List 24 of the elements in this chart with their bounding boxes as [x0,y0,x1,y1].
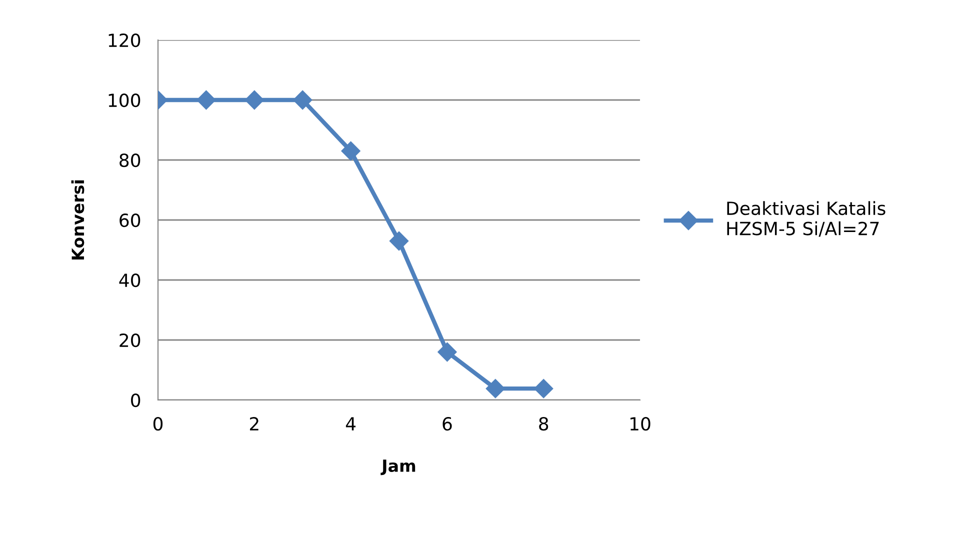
x-tick-label: 6 [442,416,452,431]
y-axis-title: Konversi [71,180,84,260]
x-tick-label: 0 [153,416,163,431]
x-tick-label: 2 [250,416,258,430]
point [438,342,457,362]
x-axis-title: Jam [380,460,416,476]
point [196,90,216,110]
y-tick-label: 60 [120,213,140,228]
y-tick-label: 40 [119,273,140,288]
point [244,90,264,110]
point [534,379,554,398]
point [341,141,360,161]
point [486,379,505,398]
y-tick-label: 80 [120,153,140,168]
legend-label: Deaktivasi Katalis HZSM-5 Si/Al=27 [727,201,886,237]
point [293,90,312,110]
y-tick-label: 20 [120,333,140,348]
x-tick-label: 10 [630,416,650,431]
x-tick-label: 4 [346,417,356,430]
point [389,231,409,251]
y-tick-label: 100 [108,93,140,108]
y-tick-label: 120 [108,33,140,48]
x-tick-label: 8 [539,416,548,431]
y-tick-label: 0 [131,393,140,408]
